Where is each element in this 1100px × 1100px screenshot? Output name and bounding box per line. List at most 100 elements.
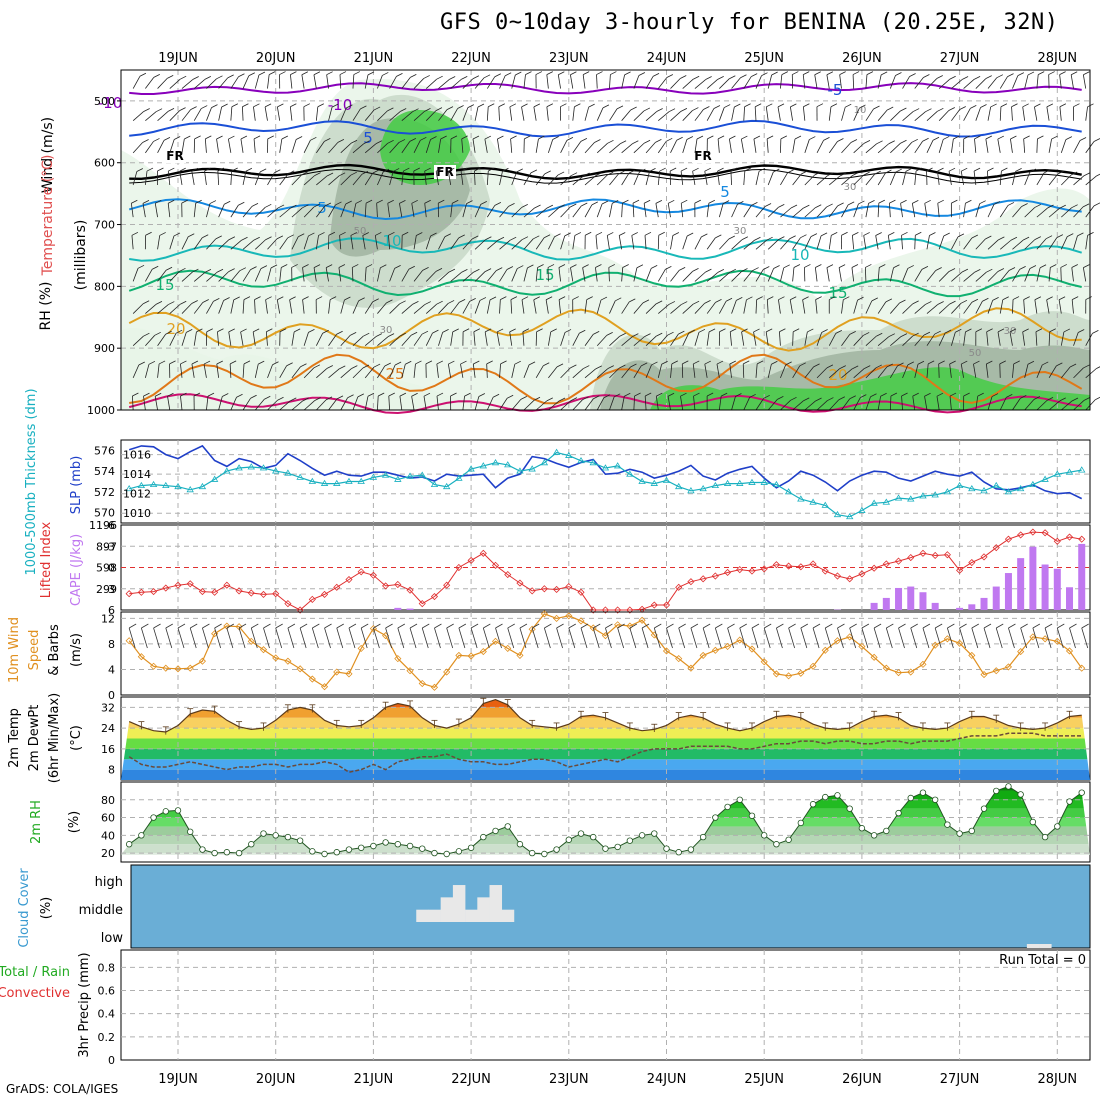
- wind-speed-marker: [760, 658, 768, 666]
- wind-barb: [145, 111, 157, 121]
- wind-barb: [914, 171, 917, 186]
- wind-barb-flag: [375, 232, 382, 236]
- rh-marker: [968, 827, 976, 835]
- thickness-marker: [137, 481, 146, 489]
- wind-barb-flag: [557, 171, 565, 176]
- wind-barb: [609, 335, 621, 347]
- wind-barb: [436, 396, 439, 411]
- wind-barb: [949, 363, 952, 378]
- wind-barb-flag: [792, 71, 799, 75]
- wind-barb-flag: [1034, 204, 1041, 208]
- thickness-marker: [442, 482, 451, 490]
- wind-barb-flag: [152, 265, 159, 270]
- wind-barb: [376, 203, 378, 218]
- thickness-line: [129, 451, 1082, 518]
- wind-barb-flag: [326, 365, 333, 369]
- wind-barb-flag: [180, 360, 187, 365]
- surface-wind-barb: [641, 627, 649, 649]
- temp-contour-label: FR: [166, 149, 183, 163]
- wind-barb-flag: [692, 268, 699, 272]
- wind-barb-flag: [669, 167, 677, 172]
- rh-marker: [577, 830, 585, 837]
- wind-barb: [389, 364, 396, 379]
- y-tick-label: 572: [94, 486, 115, 499]
- surface-wind-barb-flag: [422, 623, 430, 629]
- wind-barb-flag: [1038, 71, 1045, 75]
- wind-barb: [877, 301, 887, 314]
- wind-barb-flag: [624, 71, 631, 76]
- y-tick-label: 24: [101, 722, 115, 735]
- rh-marker: [187, 828, 194, 835]
- wind-barb-flag: [452, 199, 459, 204]
- li-marker: [296, 606, 304, 614]
- wind-barb: [425, 139, 431, 153]
- wind-barb-flag: [865, 264, 872, 268]
- surface-wind-barb-flag: [654, 623, 662, 629]
- wind-barb: [719, 78, 730, 89]
- rh-marker: [467, 844, 475, 851]
- wind-barb: [755, 269, 764, 282]
- rh-marker: [345, 846, 353, 853]
- wind-barb: [655, 203, 659, 218]
- li-marker: [833, 572, 842, 580]
- wind-barb-flag: [959, 106, 966, 110]
- wind-speed-marker: [198, 657, 206, 665]
- wind-barb: [548, 236, 555, 250]
- wind-barb: [963, 302, 973, 314]
- wind-barb-flag: [730, 167, 738, 172]
- wind-barb-flag: [260, 265, 268, 269]
- wind-barb: [960, 363, 964, 378]
- li-marker: [455, 563, 463, 572]
- wind-barb: [814, 74, 818, 89]
- wind-barb: [216, 138, 220, 153]
- wind-barb-flag: [538, 135, 545, 140]
- li-marker: [528, 587, 536, 595]
- rh-contour-label: 30: [380, 325, 393, 336]
- wind-barb: [633, 302, 644, 314]
- wind-barb-flag: [175, 329, 183, 334]
- wind-barb: [279, 138, 283, 153]
- wind-barb-flag: [839, 71, 846, 76]
- wind-barb: [1058, 299, 1062, 314]
- wind-barb-flag: [642, 299, 650, 304]
- wind-barb-flag: [610, 71, 617, 75]
- wind-barb-flag: [722, 200, 730, 204]
- wind-barb-flag: [1059, 71, 1066, 76]
- wind-barb-flag: [885, 298, 893, 303]
- wind-barb-flag: [686, 136, 694, 140]
- y-tick-label: 700: [94, 219, 115, 232]
- wind-barb: [548, 400, 560, 411]
- wind-barb-flag: [971, 298, 979, 303]
- wind-barb-flag: [888, 333, 895, 338]
- y-tick-label: 60: [101, 812, 115, 825]
- wind-barb: [1024, 268, 1031, 282]
- li-marker: [589, 606, 597, 614]
- surface-wind-barb-flag: [910, 623, 918, 629]
- wind-barb-flag: [145, 231, 152, 236]
- surface-wind-barb: [800, 627, 808, 649]
- wind-barb-flag: [955, 328, 962, 333]
- wind-barb: [157, 304, 169, 314]
- surface-wind-barb-flag: [971, 623, 980, 629]
- wind-barb: [499, 239, 511, 250]
- wind-speed-marker: [699, 651, 707, 659]
- wind-barb-flag: [373, 106, 381, 111]
- wind-barb-flag: [793, 264, 801, 268]
- wind-barb: [987, 271, 999, 282]
- wind-barb: [926, 363, 929, 378]
- wind-barb-flag: [180, 300, 187, 305]
- temp-contour-label: FR: [694, 149, 711, 163]
- wind-barb-flag: [228, 135, 235, 140]
- wind-barb-flag: [250, 266, 257, 270]
- wind-barb: [853, 203, 859, 218]
- thickness-marker: [797, 495, 805, 502]
- wind-barb-flag: [790, 396, 797, 401]
- wind-barb: [193, 302, 204, 314]
- wind-barb-flag: [619, 332, 626, 337]
- wind-barb-flag: [696, 135, 704, 140]
- wind-barb: [167, 171, 171, 186]
- wind-barb-flag: [911, 138, 918, 143]
- wind-barb: [596, 397, 605, 411]
- wind-barb: [1046, 299, 1050, 314]
